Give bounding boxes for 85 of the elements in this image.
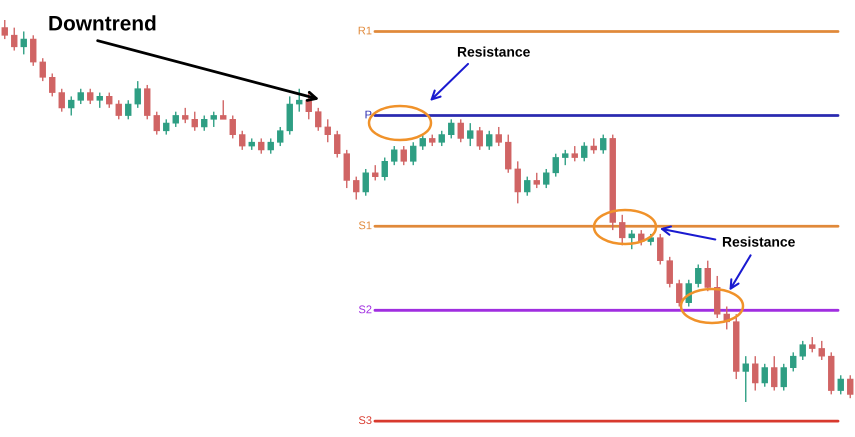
candlestick: [666, 256, 673, 288]
candlestick: [619, 214, 626, 246]
candlestick: [790, 352, 796, 372]
candlestick: [116, 100, 122, 120]
candlestick: [134, 80, 141, 109]
candlestick: [458, 118, 464, 143]
candlestick: [372, 164, 378, 182]
candlestick: [192, 110, 198, 132]
candlestick: [572, 145, 578, 162]
candlestick: [534, 172, 540, 189]
ref-line-label: P: [366, 110, 372, 118]
candlestick: [742, 355, 749, 403]
candlestick: [230, 114, 236, 140]
candlestick: [362, 168, 369, 196]
candlestick: [382, 156, 388, 182]
candlestick: [68, 96, 74, 116]
ref-line-label: S3: [358, 416, 372, 424]
candlestick: [11, 26, 18, 52]
candlestick: [476, 126, 483, 151]
candlestick: [524, 176, 530, 196]
candlestick: [818, 340, 825, 361]
candlestick: [752, 355, 758, 392]
candlestick: [562, 149, 568, 166]
ref-line-label: S2: [358, 305, 372, 314]
candlestick: [581, 142, 588, 162]
candlestick: [163, 118, 170, 136]
candlestick: [847, 374, 854, 399]
candlestick: [762, 363, 768, 388]
candlestick: [334, 130, 340, 158]
candlestick: [324, 118, 331, 143]
candlestick: [40, 58, 46, 82]
candlestick: [125, 100, 132, 120]
candlestick: [514, 160, 521, 204]
ref-line-label: S1: [358, 221, 372, 230]
candlestick: [771, 355, 778, 392]
candlestick: [78, 88, 84, 105]
candlestick: [809, 336, 816, 354]
candlestick: [704, 260, 711, 292]
candlestick: [496, 126, 502, 147]
candlestick: [106, 92, 112, 109]
candlestick: [410, 142, 416, 166]
candlestick: [154, 110, 160, 136]
candlestick: [210, 110, 217, 128]
candlestick: [467, 122, 474, 147]
candlestick: [657, 233, 664, 266]
candlestick: [182, 107, 188, 124]
candlestick: [780, 363, 787, 392]
candlestick: [543, 168, 550, 189]
candlestick: [676, 279, 682, 308]
candlestick: [552, 153, 559, 178]
candlestick: [391, 145, 398, 166]
candlestick: [590, 138, 597, 154]
candlestick: [448, 118, 454, 140]
candlestick: [277, 126, 284, 147]
candlestick: [201, 114, 208, 132]
candlestick: [172, 110, 179, 128]
candlestick: [838, 374, 844, 396]
candlestick: [315, 107, 322, 132]
candlestick: [20, 30, 27, 56]
candlestick: [296, 88, 302, 112]
candlestick: [438, 130, 445, 147]
candlestick: [87, 88, 94, 105]
annotation: Resistance: [458, 46, 530, 57]
candlestick: [420, 134, 426, 151]
candlestick: [268, 138, 274, 154]
candlestick: [248, 138, 255, 151]
candlestick: [353, 176, 360, 200]
annotation: Resistance: [722, 236, 795, 247]
candlestick: [800, 340, 806, 361]
candlestick: [49, 72, 56, 98]
candlestick: [239, 130, 246, 151]
candlestick: [400, 145, 407, 166]
candlestick: [220, 100, 226, 120]
candlestick: [2, 19, 8, 40]
candlestick: [258, 138, 264, 154]
annotation: Downtrend: [49, 15, 156, 31]
candlestick: [58, 88, 65, 112]
candlestick: [628, 229, 635, 250]
ref-line-label: R1: [358, 26, 372, 34]
candlestick: [486, 130, 492, 151]
candlestick: [30, 34, 36, 67]
candlestick: [600, 134, 606, 154]
candlestick: [429, 134, 436, 147]
candlestick: [96, 92, 103, 109]
candlestick: [695, 264, 702, 288]
